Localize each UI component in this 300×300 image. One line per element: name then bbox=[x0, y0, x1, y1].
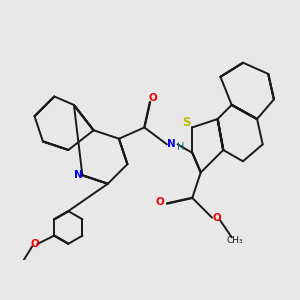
Text: H: H bbox=[177, 142, 185, 152]
Text: O: O bbox=[213, 213, 221, 223]
Text: O: O bbox=[155, 197, 164, 207]
Text: N: N bbox=[167, 140, 176, 149]
Text: S: S bbox=[182, 116, 191, 129]
Text: O: O bbox=[148, 93, 157, 103]
Text: O: O bbox=[30, 239, 39, 249]
Text: CH₃: CH₃ bbox=[226, 236, 243, 244]
Text: N: N bbox=[74, 170, 82, 180]
